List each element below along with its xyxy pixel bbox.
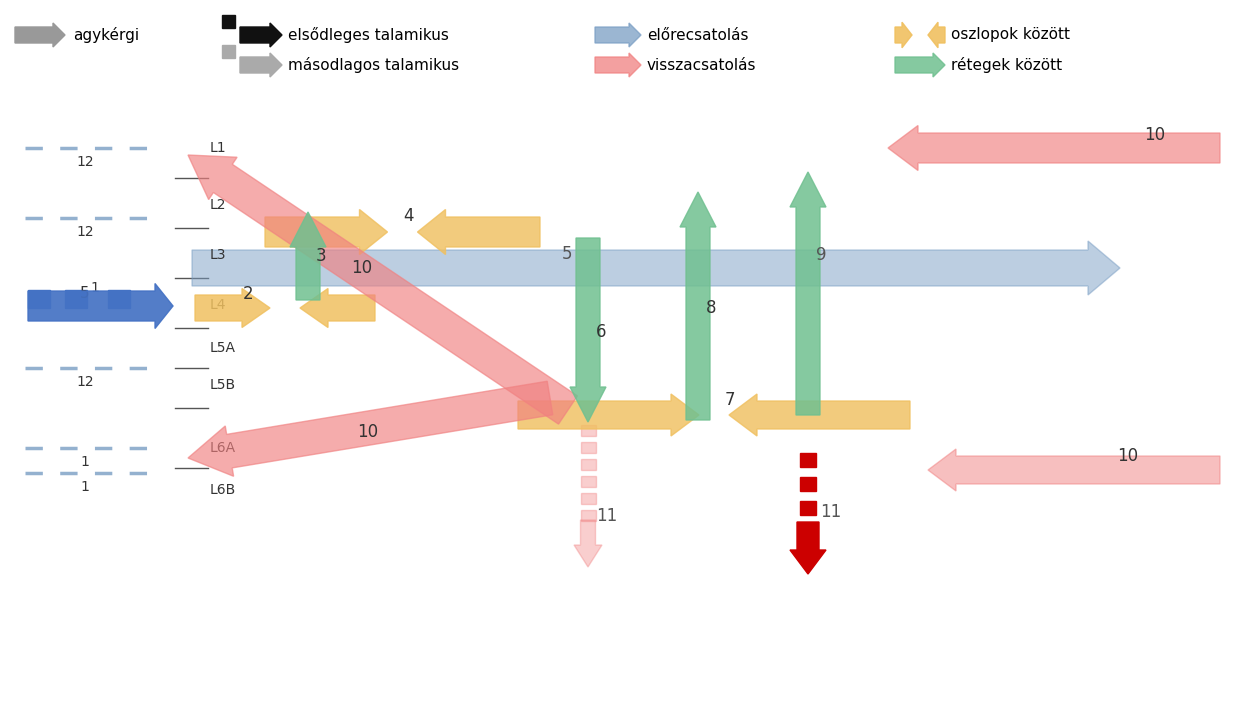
Text: 12: 12: [76, 155, 94, 169]
FancyArrow shape: [790, 172, 826, 415]
Text: L6B: L6B: [210, 483, 236, 497]
FancyArrow shape: [300, 289, 375, 328]
FancyArrow shape: [28, 284, 173, 329]
FancyArrow shape: [595, 53, 641, 77]
Text: 7: 7: [725, 391, 735, 409]
FancyArrow shape: [518, 394, 699, 436]
FancyArrow shape: [580, 493, 595, 504]
Text: agykérgi: agykérgi: [72, 27, 139, 43]
Text: L6A: L6A: [210, 441, 236, 455]
Text: előrecsatolás: előrecsatolás: [648, 27, 749, 43]
Text: 1: 1: [90, 281, 100, 295]
FancyArrow shape: [265, 209, 388, 255]
FancyArrow shape: [580, 476, 595, 487]
FancyArrow shape: [574, 520, 602, 567]
FancyArrow shape: [418, 209, 540, 255]
FancyArrow shape: [580, 459, 595, 470]
FancyArrow shape: [15, 23, 65, 47]
FancyArrow shape: [790, 522, 826, 574]
Text: 10: 10: [357, 423, 379, 441]
FancyArrow shape: [195, 289, 270, 328]
Text: L5B: L5B: [210, 378, 236, 392]
Bar: [65, 290, 88, 308]
FancyArrow shape: [595, 23, 641, 47]
Text: L3: L3: [210, 248, 226, 262]
FancyArrow shape: [192, 241, 1120, 295]
Bar: [800, 477, 816, 491]
Text: 8: 8: [706, 299, 716, 317]
Text: 6: 6: [596, 323, 606, 341]
FancyArrow shape: [580, 442, 595, 453]
Bar: [28, 290, 50, 308]
FancyArrow shape: [188, 155, 578, 424]
Bar: [222, 15, 235, 28]
Text: 3: 3: [316, 247, 326, 265]
Text: 1: 1: [80, 455, 90, 469]
Bar: [107, 290, 130, 308]
FancyArrow shape: [240, 53, 282, 77]
FancyArrow shape: [188, 381, 552, 476]
FancyArrow shape: [580, 425, 595, 436]
Text: visszacsatolás: visszacsatolás: [648, 58, 756, 72]
Text: 9: 9: [816, 246, 826, 264]
FancyArrow shape: [895, 53, 945, 77]
FancyArrow shape: [888, 126, 1220, 171]
Text: 10: 10: [351, 259, 372, 277]
Text: 10: 10: [1118, 447, 1139, 465]
FancyArrow shape: [290, 212, 326, 300]
Text: 12: 12: [76, 225, 94, 239]
Text: 5: 5: [80, 286, 90, 300]
Bar: [222, 45, 235, 58]
Bar: [800, 501, 816, 515]
FancyArrow shape: [570, 238, 606, 422]
Text: 1: 1: [80, 480, 90, 494]
Text: 2: 2: [242, 285, 254, 303]
FancyArrow shape: [680, 192, 716, 420]
FancyArrow shape: [240, 23, 282, 47]
Bar: [800, 453, 816, 467]
Text: 11: 11: [596, 507, 618, 525]
Text: oszlopok között: oszlopok között: [951, 27, 1070, 43]
Text: L1: L1: [210, 141, 226, 155]
Bar: [0, 0, 1250, 85]
Text: L2: L2: [210, 198, 226, 212]
Text: elsődleges talamikus: elsődleges talamikus: [288, 27, 449, 43]
FancyArrow shape: [729, 394, 910, 436]
Text: L5A: L5A: [210, 341, 236, 355]
Text: L4: L4: [210, 298, 226, 312]
Text: másodlagos talamikus: másodlagos talamikus: [288, 57, 459, 73]
Text: 12: 12: [76, 375, 94, 389]
FancyArrow shape: [580, 510, 595, 521]
Text: rétegek között: rétegek között: [951, 57, 1062, 73]
FancyArrow shape: [928, 22, 945, 48]
FancyArrow shape: [895, 22, 912, 48]
FancyArrow shape: [928, 449, 1220, 491]
Text: 10: 10: [1145, 126, 1165, 144]
Text: 5: 5: [561, 245, 572, 263]
Text: 4: 4: [402, 207, 414, 225]
Text: 11: 11: [820, 503, 841, 521]
